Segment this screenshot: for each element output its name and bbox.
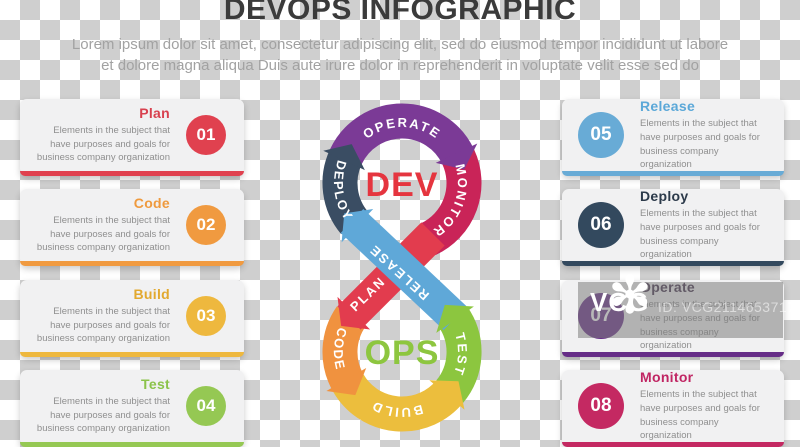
card-description: Elements in the subject that have purpos… [36,214,170,254]
card-accent-bar [562,261,784,266]
step-card-code: Code Elements in the subject that have p… [20,189,244,266]
step-number-badge: 01 [186,115,226,155]
step-number-badge: 04 [186,386,226,426]
card-description: Elements in the subject that have purpos… [36,124,170,164]
card-title: Plan [139,104,170,121]
step-card-release: 05 Release Elements in the subject that … [562,97,784,176]
card-description: Elements in the subject that have purpos… [640,207,760,261]
card-accent-bar [562,442,784,447]
card-accent-bar [20,261,244,266]
card-title: Deploy [640,187,689,204]
page-title: DEVOPS INFOGRAPHIC [223,0,577,26]
step-card-monitor: 08 Monitor Elements in the subject that … [562,368,784,447]
vcg-watermark-brand: VCG [590,287,650,317]
step-card-plan: Plan Elements in the subject that have p… [20,99,244,176]
step-number-badge: 02 [186,205,226,245]
card-title: Test [141,375,170,392]
step-number-badge: 05 [578,112,624,158]
card-title: Monitor [640,368,694,385]
arrow-deploy-to-operate [323,144,365,171]
svg-text:CODE: CODE [331,326,350,372]
arrow-plan-to-code [337,296,371,330]
card-description: Elements in the subject that have purpos… [36,305,170,345]
page-subtitle-line2: et dolore magna aliqua Duis aute irure d… [101,57,699,74]
card-description: Elements in the subject that have purpos… [640,388,760,442]
arrow-release-to-deploy [341,209,374,243]
step-card-deploy: 06 Deploy Elements in the subject that h… [562,187,784,266]
loop-segment-build [333,373,463,432]
card-accent-bar [20,442,244,447]
arrow-test-to-release [436,304,474,333]
arrow-build-to-test [429,380,465,410]
step-number-badge: 06 [578,202,624,248]
label-code: CODE [331,326,348,372]
loop-band-release [340,208,467,331]
card-description: Elements in the subject that have purpos… [640,117,760,171]
vcg-flower-icon: ✻ [608,267,652,325]
arrow-operate-to-monitor [435,143,478,170]
step-number-badge: 08 [578,383,624,429]
vcg-watermark-id: ID: VCG211465371761 [658,299,800,315]
vcg-watermark: VCG ✻ ID: VCG211465371761 [578,270,800,338]
arrow-code-to-build [326,368,367,396]
card-accent-bar [20,171,244,176]
card-accent-bar [20,352,244,357]
dev-label: DEV [366,166,439,204]
devops-infinity-loop: DEV OPS OPERATE MONITOR DEPLOY CODE BUIL… [322,103,482,432]
step-card-build: Build Elements in the subject that have … [20,280,244,357]
page-subtitle-line1: Lorem ipsum dolor sit amet, consectetur … [71,36,729,53]
card-description: Elements in the subject that have purpos… [36,395,170,435]
card-title: Build [133,285,170,302]
step-number-badge: 03 [186,296,226,336]
card-title: Code [133,194,170,211]
card-accent-bar [562,171,784,176]
step-card-test: Test Elements in the subject that have p… [20,370,244,447]
loop-segment-operate [329,103,475,165]
card-title: Release [640,97,696,114]
ops-label: OPS [365,334,440,372]
card-accent-bar [562,352,784,357]
